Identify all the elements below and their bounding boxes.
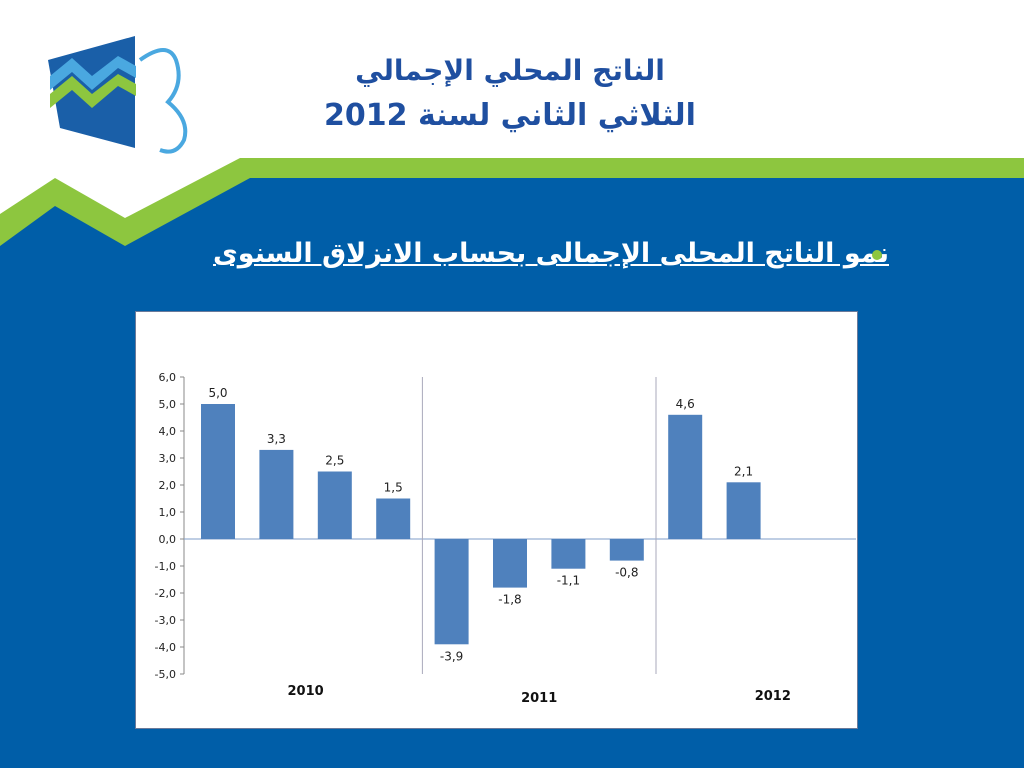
bar-chart: 6,0 5,0 4,0 3,0 2,0 1,0 0,0 -1,0 -2,0 -3,0 -4,0 -5,…	[155, 371, 856, 706]
header-decoration	[0, 36, 1024, 250]
data-label: -1,1	[557, 574, 580, 588]
y-tick-label: 4,0	[159, 425, 177, 438]
bar-2011-2	[493, 539, 527, 588]
bar-2012-1	[668, 414, 703, 539]
y-tick-label: 0,0	[159, 533, 177, 546]
y-tick-label: -4,0	[155, 641, 176, 654]
y-tick-label: 5,0	[159, 398, 177, 411]
slide-header: الناتج المحلي الإجمالي الثلاثي الثاني لس…	[0, 0, 1024, 250]
bullet-text: نمو الناتج المحلى الإجمالى بحساب الانزلا…	[213, 238, 889, 269]
y-tick-label: 2,0	[159, 479, 177, 492]
bar-2010-1	[201, 404, 235, 539]
group-label-2010: 2010	[288, 684, 324, 699]
y-tick-label: 3,0	[159, 452, 177, 465]
group-label-2012: 2012	[755, 689, 791, 704]
data-label: 3,3	[267, 432, 286, 446]
y-tick-label: -1,0	[155, 560, 176, 573]
bar-2010-4	[376, 498, 411, 539]
data-label: 2,1	[734, 464, 753, 478]
green-accent	[0, 158, 1024, 246]
bar-2010-3	[317, 471, 352, 539]
bar-2011-4	[609, 539, 644, 561]
bar-2012-2	[726, 482, 761, 539]
group-label-2011: 2011	[521, 691, 557, 706]
data-label: -0,8	[615, 566, 638, 580]
logo-icon	[48, 36, 188, 154]
data-label: -1,8	[498, 593, 521, 607]
y-tick-label: -5,0	[155, 668, 176, 681]
slide-title-line1: الناتج المحلي الإجمالي	[355, 54, 665, 87]
chart-panel: 6,0 5,0 4,0 3,0 2,0 1,0 0,0 -1,0 -2,0 -3,0 -4,0 -5,…	[135, 311, 858, 729]
bullet-icon	[872, 250, 882, 260]
y-tick-label: 1,0	[159, 506, 177, 519]
slide-title-line2: الثلاثي الثاني لسنة 2012	[324, 98, 696, 133]
data-label: -3,9	[440, 649, 463, 663]
bar-2010-2	[259, 449, 294, 539]
y-tick-label: 6,0	[159, 371, 177, 384]
y-tick-label: -2,0	[155, 587, 176, 600]
data-label: 2,5	[325, 454, 344, 468]
bar-2011-3	[551, 539, 586, 569]
y-tick-label: -3,0	[155, 614, 176, 627]
data-label: 4,6	[676, 397, 695, 411]
data-label: 5,0	[208, 386, 227, 400]
data-label: 1,5	[384, 481, 403, 495]
blue-band	[0, 160, 1024, 250]
bullet-heading: نمو الناتج المحلى الإجمالى بحساب الانزلا…	[169, 238, 889, 269]
bar-2011-1	[434, 539, 469, 645]
